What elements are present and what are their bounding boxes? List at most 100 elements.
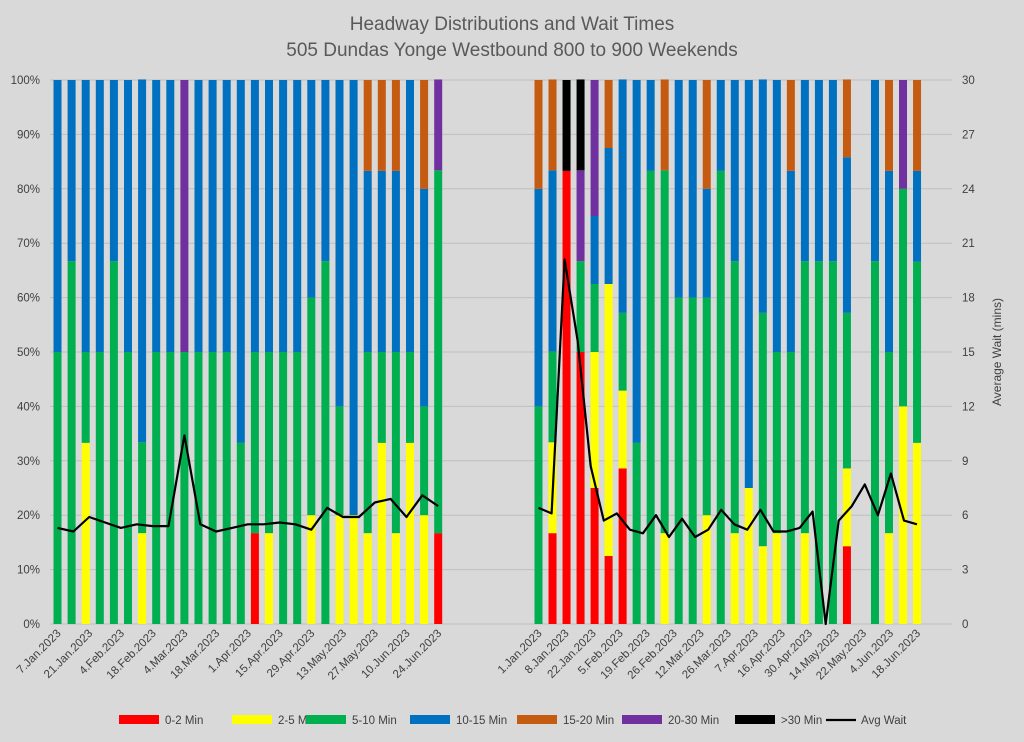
y-tick-right: 24 xyxy=(962,184,975,196)
bar-segment-10-15-min xyxy=(828,80,837,262)
bar-segment-10-15-min xyxy=(618,79,627,313)
legend-swatch xyxy=(735,715,775,724)
bar-segment-2-5-min xyxy=(420,515,429,624)
bar-segment-10-15-min xyxy=(307,80,316,298)
bar-segment-2-5-min xyxy=(758,546,767,624)
y-tick-left: 20% xyxy=(17,510,40,522)
bar-segment-2-5-min xyxy=(81,442,90,624)
legend-swatch xyxy=(622,715,662,724)
bar-segment-10-15-min xyxy=(590,216,599,284)
y-tick-left: 60% xyxy=(17,293,40,305)
y-axis-left: 0% 10% 20% 30% 40% 50% 60% 70% 80% 90% 100% xyxy=(11,75,40,631)
y-tick-left: 10% xyxy=(17,565,40,577)
y-tick-right: 27 xyxy=(962,129,975,141)
bar-segment-2-5-min xyxy=(800,533,809,624)
bar-segment-5-10-min xyxy=(363,352,372,534)
bar-segment-2-5-min xyxy=(842,468,851,547)
bar-segment-2-5-min xyxy=(265,533,273,624)
bar-segment-10-15-min xyxy=(138,79,147,443)
bar-segment-10-15-min xyxy=(786,170,795,352)
avg-wait-lines xyxy=(57,258,918,626)
y-tick-right: 21 xyxy=(962,238,975,250)
bar-segment-5-10-min xyxy=(208,352,217,624)
bar-segment-10-15-min xyxy=(321,80,330,262)
bar-segment-5-10-min xyxy=(716,170,725,624)
bar-segment-5-10-min xyxy=(618,312,627,391)
bar-segment-10-15-min xyxy=(349,80,358,516)
bar-segment-15-20-min xyxy=(363,80,372,171)
bar-segment-5-10-min xyxy=(870,261,879,624)
bar-segment-10-15-min xyxy=(293,80,302,352)
bar-segment-5-10-min xyxy=(590,284,599,352)
bar-segment-10-15-min xyxy=(222,80,231,352)
bar-segment-5-10-min xyxy=(814,261,823,624)
y-axis-right: 0 3 6 9 12 15 18 21 24 27 30 xyxy=(962,75,975,631)
bar-segment-5-10-min xyxy=(166,352,175,624)
y-tick-left: 90% xyxy=(17,129,40,141)
bar-segment-10-15-min xyxy=(702,188,711,298)
bar-segment--30-min xyxy=(562,80,571,171)
legend-label: 5-10 Min xyxy=(352,715,397,727)
bar-segment-10-15-min xyxy=(744,80,753,488)
legend-swatch xyxy=(517,715,557,724)
bar-segment-5-10-min xyxy=(321,261,330,624)
bar-segment-5-10-min xyxy=(702,297,711,516)
y-tick-right: 18 xyxy=(962,293,975,305)
bar-segment-5-10-min xyxy=(420,406,429,516)
bar-segment-5-10-min xyxy=(265,352,273,534)
bar-segment-15-20-min xyxy=(660,79,669,171)
bar-segment-2-5-min xyxy=(377,442,386,624)
bar-segment-20-30-min xyxy=(434,79,443,171)
legend-label: >30 Min xyxy=(781,715,822,727)
bar-segment-5-10-min xyxy=(772,352,781,534)
bar-segment-5-10-min xyxy=(406,352,414,443)
bar-segment-5-10-min xyxy=(730,261,739,534)
bar-segment-5-10-min xyxy=(885,352,893,534)
bar-segment-10-15-min xyxy=(335,80,344,407)
bar-segment-10-15-min xyxy=(420,188,429,407)
bar-segment-5-10-min xyxy=(674,297,683,624)
bar-segment-2-5-min xyxy=(391,533,400,624)
bar-segment-10-15-min xyxy=(53,80,62,352)
bar-segment-5-10-min xyxy=(548,351,557,443)
bar-segment-5-10-min xyxy=(800,261,809,534)
y-tick-right: 15 xyxy=(962,347,975,359)
bar-segment-5-10-min xyxy=(391,352,400,534)
y-tick-right: 30 xyxy=(962,75,975,87)
bar-segment-0-2-min xyxy=(250,533,259,624)
bar-segment-5-10-min xyxy=(250,352,259,534)
bar-segment-10-15-min xyxy=(730,80,739,262)
y-tick-left: 100% xyxy=(11,75,40,87)
bar-segment-10-15-min xyxy=(109,80,118,262)
bar-segment-5-10-min xyxy=(109,261,118,624)
legend-swatch xyxy=(306,715,346,724)
bar-segment-5-10-min xyxy=(828,261,837,624)
bar-segment-15-20-min xyxy=(913,80,922,171)
bar-segment-2-5-min xyxy=(363,533,372,624)
bar-segment-10-15-min xyxy=(842,157,851,313)
bar-segment-5-10-min xyxy=(67,261,76,624)
bar-segment-10-15-min xyxy=(236,80,245,443)
legend-swatch xyxy=(232,715,272,724)
bar-segment-5-10-min xyxy=(279,352,288,624)
x-axis-labels: 7.Jan.202321.Jan.20234.Feb.202318.Feb.20… xyxy=(15,628,923,683)
bar-segment-5-10-min xyxy=(95,352,104,624)
bar-segment-5-10-min xyxy=(688,297,697,624)
bar-segment-10-15-min xyxy=(194,80,203,352)
bar-segment-15-20-min xyxy=(548,79,557,171)
bar-segment-10-15-min xyxy=(772,80,781,352)
bar-segment-2-5-min xyxy=(335,515,344,624)
bar-segment-10-15-min xyxy=(548,170,557,352)
bar-segment-20-30-min xyxy=(590,80,599,216)
bar-segment-10-15-min xyxy=(870,80,879,262)
bar-segment-0-2-min xyxy=(618,468,627,624)
bar-segment-5-10-min xyxy=(660,170,669,534)
bar-segment-5-10-min xyxy=(758,312,767,547)
bar-segment-10-15-min xyxy=(913,170,922,262)
bar-segment-5-10-min xyxy=(152,352,161,624)
bar-segment-5-10-min xyxy=(632,442,641,624)
bar-segment-10-15-min xyxy=(391,170,400,352)
bar-segment-0-2-min xyxy=(562,170,571,624)
chart-title: Headway Distributions and Wait Times xyxy=(350,14,675,35)
bar-segment-10-15-min xyxy=(716,80,725,171)
